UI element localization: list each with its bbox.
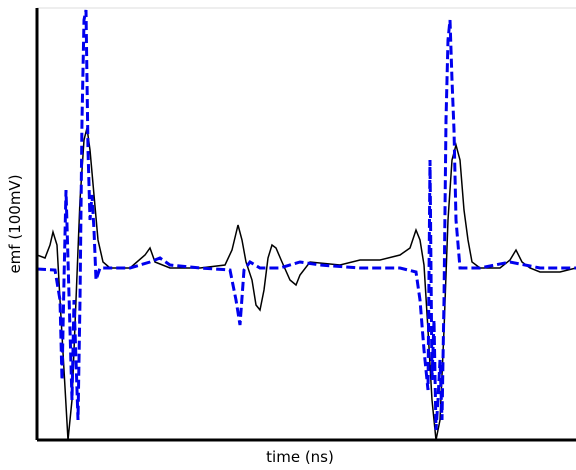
series-line (37, 9, 576, 431)
plot-area (37, 9, 576, 440)
x-axis-label: time (ns) (266, 448, 334, 466)
y-axis-label: emf (100mV) (6, 174, 24, 273)
series-line (37, 127, 576, 440)
